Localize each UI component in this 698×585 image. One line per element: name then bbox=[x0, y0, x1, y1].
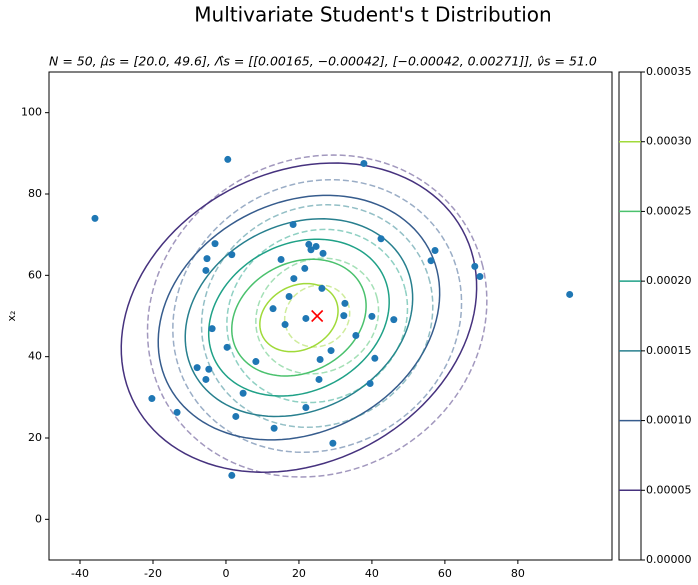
data-point bbox=[340, 312, 348, 320]
data-point bbox=[476, 273, 484, 281]
data-point bbox=[203, 255, 211, 263]
colorbar-tick-label: 0.00025 bbox=[646, 204, 692, 217]
data-point bbox=[327, 347, 335, 355]
data-point bbox=[301, 264, 309, 272]
data-point bbox=[202, 266, 210, 274]
data-point bbox=[312, 242, 320, 250]
x-tick-label: 60 bbox=[438, 567, 452, 580]
colorbar-tick-label: 0.00035 bbox=[646, 65, 692, 78]
contour-line bbox=[157, 194, 441, 441]
data-point bbox=[366, 380, 374, 388]
data-point bbox=[252, 358, 260, 366]
data-point bbox=[319, 249, 327, 257]
contour-line bbox=[259, 282, 339, 353]
data-point bbox=[360, 160, 368, 167]
x-tick-label: 80 bbox=[511, 567, 525, 580]
colorbar-tick-label: 0.00015 bbox=[646, 344, 692, 357]
data-point bbox=[315, 375, 323, 383]
data-point bbox=[285, 292, 293, 300]
contour-line bbox=[200, 203, 434, 429]
data-point bbox=[228, 251, 236, 259]
colorbar-tick-label: 0.00030 bbox=[646, 135, 692, 148]
y-tick-label: 40 bbox=[28, 350, 42, 363]
data-point bbox=[223, 343, 231, 351]
data-point bbox=[307, 246, 315, 254]
y-tick-label: 100 bbox=[21, 106, 42, 119]
contour-line bbox=[146, 154, 488, 478]
data-point bbox=[239, 389, 247, 397]
contour-line bbox=[184, 218, 414, 418]
x-tick-label: 0 bbox=[222, 567, 229, 580]
contour-line bbox=[120, 162, 478, 473]
colorbar-frame bbox=[618, 71, 642, 561]
data-point bbox=[148, 395, 156, 403]
contour-line bbox=[207, 238, 390, 397]
data-point bbox=[290, 275, 298, 283]
data-point bbox=[377, 235, 385, 243]
data-point bbox=[302, 314, 310, 322]
colorbar-tick-label: 0.00005 bbox=[646, 483, 692, 496]
colorbar-tick-label: 0.00010 bbox=[646, 414, 692, 427]
data-point bbox=[305, 240, 313, 248]
x-tick-label: -40 bbox=[71, 567, 89, 580]
data-point bbox=[228, 471, 236, 479]
y-tick-label: 20 bbox=[28, 431, 42, 444]
data-point bbox=[224, 155, 232, 163]
data-point bbox=[390, 316, 398, 324]
y-tick-label: 80 bbox=[28, 187, 42, 200]
data-point bbox=[205, 365, 213, 373]
contour-line bbox=[255, 257, 380, 375]
chart-title: Multivariate Student's t Distribution bbox=[194, 3, 551, 27]
data-point bbox=[302, 404, 310, 411]
data-point bbox=[316, 356, 324, 364]
data-point bbox=[352, 332, 360, 340]
plot-frame bbox=[48, 71, 613, 561]
data-point bbox=[289, 221, 297, 228]
x-tick-label: -20 bbox=[144, 567, 162, 580]
chart-subtitle: N = 50, μ̂s = [20.0, 49.6], Λ̂s = [[0.00… bbox=[49, 54, 597, 69]
colorbar-tick-label: 0.00020 bbox=[646, 274, 692, 287]
contour-line bbox=[172, 178, 463, 454]
data-point bbox=[208, 325, 216, 333]
data-point bbox=[471, 262, 479, 270]
data-point bbox=[427, 257, 435, 265]
y-tick-label: 0 bbox=[35, 512, 42, 525]
data-point bbox=[318, 284, 326, 292]
x-tick-label: 40 bbox=[365, 567, 379, 580]
data-point bbox=[341, 299, 349, 307]
data-point bbox=[281, 321, 289, 329]
data-point bbox=[371, 354, 379, 362]
data-point bbox=[232, 412, 240, 420]
data-point bbox=[277, 255, 285, 263]
data-point bbox=[329, 439, 337, 447]
data-point bbox=[193, 364, 201, 372]
data-point bbox=[173, 408, 181, 416]
mean-marker bbox=[311, 309, 324, 323]
data-point bbox=[202, 375, 210, 383]
data-point bbox=[211, 240, 219, 248]
contour-line bbox=[226, 228, 409, 404]
data-point bbox=[91, 214, 99, 222]
data-point bbox=[368, 312, 376, 320]
colorbar-tick-label: 0.00000 bbox=[646, 553, 692, 566]
y-axis-label: x₂ bbox=[5, 311, 18, 322]
contour-line bbox=[231, 258, 367, 377]
data-point bbox=[431, 247, 439, 255]
y-tick-label: 60 bbox=[28, 268, 42, 281]
data-point bbox=[269, 305, 277, 313]
data-point bbox=[566, 290, 574, 298]
data-point bbox=[270, 424, 278, 432]
x-tick-label: 20 bbox=[292, 567, 306, 580]
